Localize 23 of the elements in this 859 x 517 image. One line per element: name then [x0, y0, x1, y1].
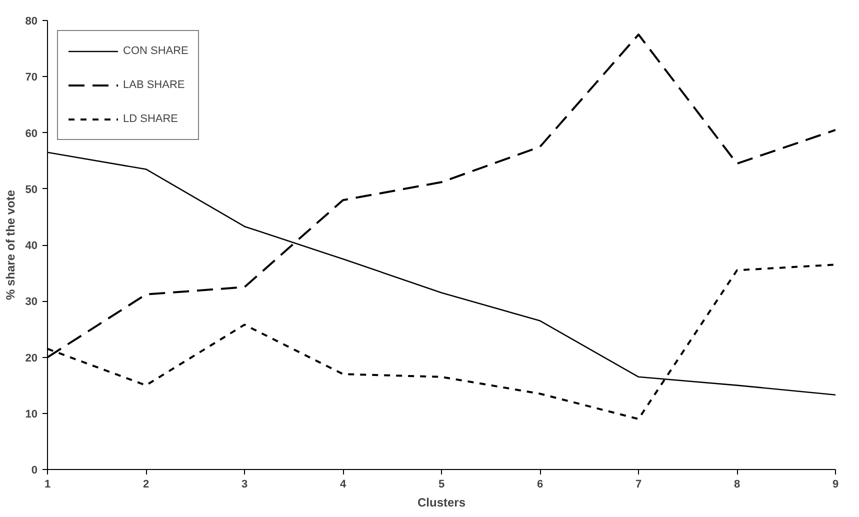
x-tick-label: 8 [734, 478, 740, 490]
y-tick-label: 80 [25, 16, 38, 28]
x-tick-label: 6 [536, 478, 544, 490]
x-tick-label: 3 [241, 478, 248, 490]
x-tick-label: 2 [142, 478, 150, 490]
y-axis-title: % share of the vote [3, 190, 18, 300]
legend-label: LAB SHARE [123, 79, 185, 91]
legend-label: LD SHARE [123, 113, 178, 125]
y-tick-label: 40 [25, 240, 38, 252]
y-tick-label: 70 [25, 72, 38, 84]
y-tick-label: 30 [25, 296, 38, 308]
y-tick-label: 50 [25, 184, 38, 196]
x-tick-label: 4 [340, 478, 347, 490]
y-tick-label: 0 [31, 464, 38, 476]
x-tick-label: 9 [832, 478, 839, 490]
x-tick-label: 5 [438, 478, 445, 490]
y-tick-label: 10 [25, 408, 38, 420]
x-tick-label: 7 [635, 478, 642, 490]
y-tick-label: 60 [25, 128, 38, 140]
x-axis-title: Clusters [417, 496, 466, 510]
x-tick-label: 1 [44, 478, 51, 490]
y-tick-label: 20 [25, 352, 38, 364]
legend-label: CON SHARE [123, 45, 188, 57]
